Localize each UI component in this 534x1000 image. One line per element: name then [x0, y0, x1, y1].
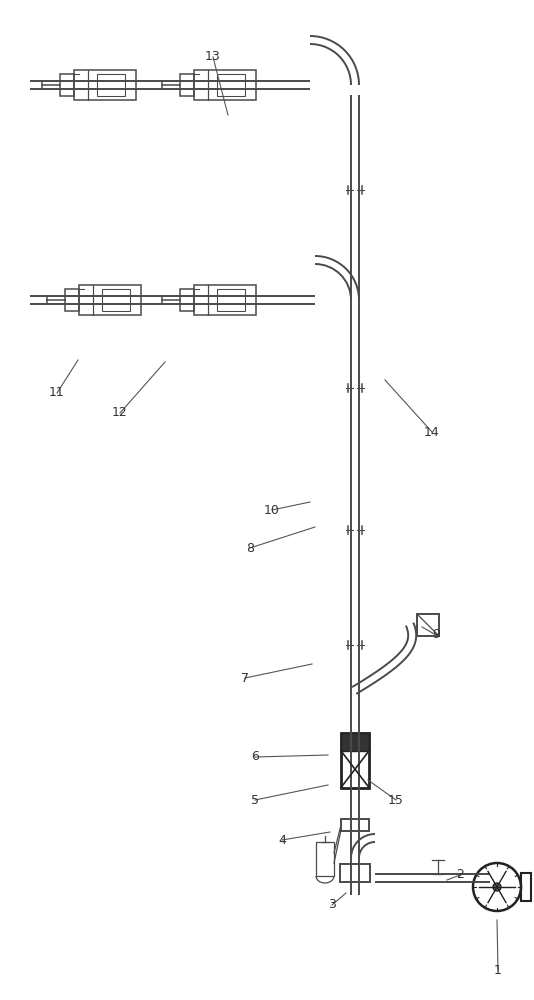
Bar — [102, 289, 130, 311]
Text: 4: 4 — [278, 834, 286, 846]
Bar — [217, 289, 245, 311]
Bar — [341, 732, 369, 751]
Bar — [417, 614, 439, 636]
Bar — [180, 289, 194, 311]
Bar — [65, 289, 79, 311]
Text: 12: 12 — [112, 406, 128, 420]
Text: 13: 13 — [205, 50, 221, 64]
Bar — [341, 819, 369, 831]
Bar — [79, 285, 141, 315]
Text: 10: 10 — [264, 504, 280, 516]
Text: 6: 6 — [251, 750, 259, 764]
Bar — [194, 285, 256, 315]
Text: 14: 14 — [424, 426, 440, 438]
Bar — [217, 74, 245, 96]
Text: 3: 3 — [328, 898, 336, 912]
Text: 1: 1 — [494, 964, 502, 976]
Text: 15: 15 — [388, 794, 404, 806]
Bar — [97, 74, 125, 96]
Text: 9: 9 — [432, 629, 440, 642]
Text: 8: 8 — [246, 542, 254, 554]
Bar — [340, 864, 370, 882]
Text: 7: 7 — [241, 672, 249, 684]
Circle shape — [493, 883, 501, 891]
Bar — [60, 74, 74, 96]
Bar — [194, 70, 256, 100]
Bar — [521, 873, 531, 901]
Text: 5: 5 — [251, 794, 259, 806]
Text: 2: 2 — [456, 868, 464, 882]
Text: 11: 11 — [49, 386, 65, 399]
Bar — [180, 74, 194, 96]
Bar — [316, 842, 334, 876]
Bar — [74, 70, 136, 100]
Bar — [341, 732, 369, 788]
